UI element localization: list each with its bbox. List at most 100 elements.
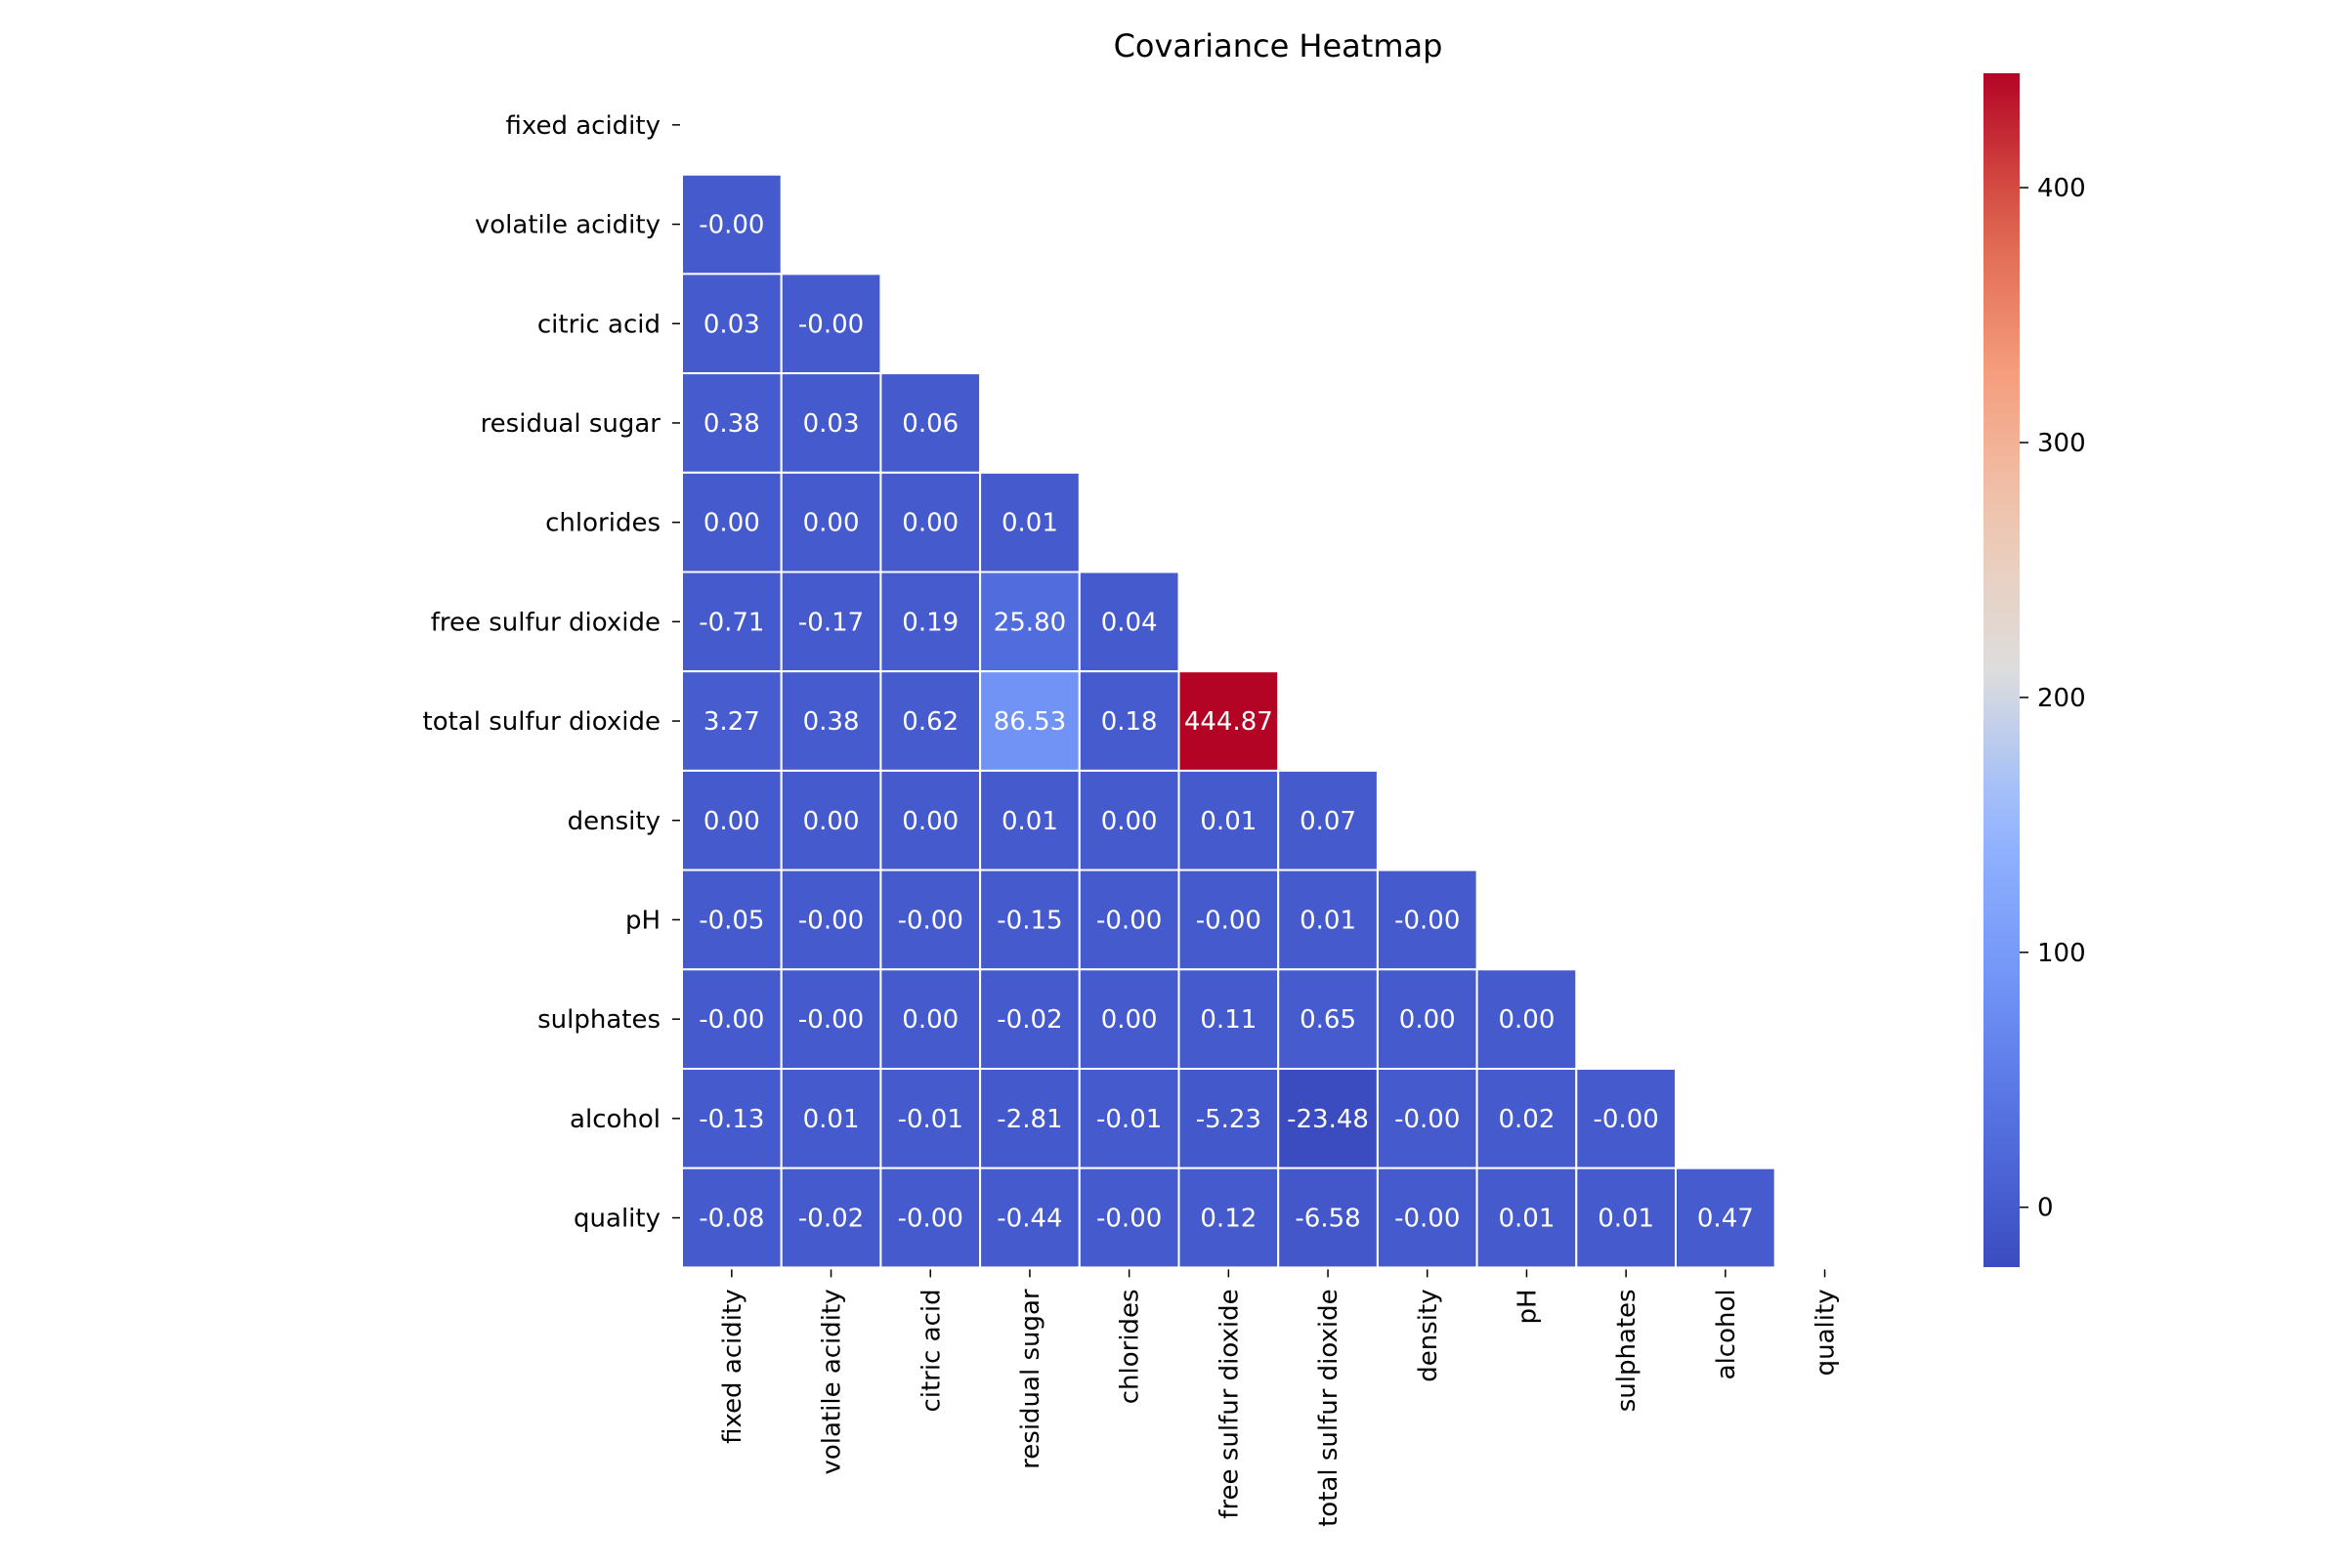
heatmap-cell bbox=[1675, 1166, 1776, 1269]
heatmap-cell bbox=[979, 1166, 1081, 1269]
cell-value-label: 0.03 bbox=[704, 310, 760, 339]
heatmap-cell bbox=[681, 769, 783, 871]
cell-value-label: -0.00 bbox=[699, 211, 764, 240]
cell-value-label: -0.00 bbox=[1196, 906, 1261, 935]
cell-value-label: -0.00 bbox=[798, 310, 864, 339]
x-tick-label: total sulfur dioxide bbox=[1314, 1289, 1343, 1527]
x-tick-label: density bbox=[1414, 1289, 1443, 1381]
cell-value-label: 0.65 bbox=[1300, 1005, 1356, 1035]
cell-value-label: 0.00 bbox=[704, 807, 760, 836]
cell-value-label: -0.00 bbox=[1096, 906, 1162, 935]
heatmap-cell bbox=[1177, 968, 1280, 1070]
y-tick-label: total sulfur dioxide bbox=[423, 707, 661, 737]
x-tick-label: alcohol bbox=[1712, 1289, 1741, 1379]
heatmap-cell bbox=[1575, 1068, 1678, 1169]
x-tick-label: chlorides bbox=[1116, 1289, 1145, 1404]
cell-value-label: -0.00 bbox=[1096, 1205, 1162, 1234]
heatmap-cell bbox=[780, 571, 882, 673]
heatmap-cell bbox=[681, 1068, 783, 1169]
heatmap-cell bbox=[879, 670, 982, 772]
colorbar-tick-label: 0 bbox=[2037, 1194, 2054, 1223]
cell-value-label: 0.01 bbox=[1002, 807, 1058, 836]
heatmap-cells: -0.00 0.03 -0.00 0.38 0.03 0.06 0.00 0.00 0.00 0.… bbox=[681, 173, 1776, 1269]
heatmap-cell bbox=[780, 273, 882, 375]
cell-value-label: 0.38 bbox=[803, 707, 860, 737]
y-axis-tick-labels: fixed acidity volatile acidity citric acid… bbox=[423, 111, 680, 1234]
heatmap-cell bbox=[979, 1068, 1081, 1169]
cell-value-label: -0.00 bbox=[1594, 1105, 1659, 1134]
y-tick-label: alcohol bbox=[570, 1105, 661, 1134]
cell-value-label: -0.02 bbox=[798, 1205, 864, 1234]
y-tick-label: quality bbox=[574, 1205, 661, 1234]
heatmap-cell bbox=[1078, 1166, 1180, 1269]
cell-value-label: 0.19 bbox=[902, 608, 959, 637]
heatmap-cell bbox=[780, 670, 882, 772]
cell-value-label: 0.11 bbox=[1200, 1005, 1257, 1035]
cell-value-label: -0.13 bbox=[699, 1105, 764, 1134]
heatmap-cell bbox=[1078, 670, 1180, 772]
cell-value-label: -0.15 bbox=[997, 906, 1062, 935]
heatmap-cell bbox=[979, 571, 1081, 673]
cell-value-label: 0.00 bbox=[1101, 1005, 1158, 1035]
cell-value-label: 0.04 bbox=[1101, 608, 1158, 637]
heatmap-cell bbox=[979, 968, 1081, 1070]
heatmap-cell bbox=[1475, 1068, 1578, 1169]
cell-value-label: 0.01 bbox=[1598, 1205, 1654, 1234]
cell-value-label: -0.00 bbox=[798, 906, 864, 935]
heatmap-cell bbox=[681, 968, 783, 1070]
heatmap-cell bbox=[979, 471, 1081, 573]
x-tick-label: sulphates bbox=[1612, 1289, 1642, 1412]
cell-value-label: -2.81 bbox=[997, 1105, 1062, 1134]
heatmap-cell bbox=[879, 1068, 982, 1169]
heatmap-cell bbox=[1177, 769, 1280, 871]
cell-value-label: -0.01 bbox=[1096, 1105, 1162, 1134]
cell-value-label: -0.00 bbox=[1394, 1205, 1460, 1234]
cell-value-label: 0.18 bbox=[1101, 707, 1158, 737]
cell-value-label: -0.00 bbox=[1394, 906, 1460, 935]
cell-value-label: 0.01 bbox=[803, 1105, 860, 1134]
cell-value-label: -6.58 bbox=[1295, 1205, 1360, 1234]
heatmap-cell bbox=[1078, 1068, 1180, 1169]
cell-value-label: 0.62 bbox=[902, 707, 959, 737]
colorbar-tick-label: 400 bbox=[2037, 174, 2086, 203]
cell-value-label: 25.80 bbox=[994, 608, 1066, 637]
heatmap-cell bbox=[879, 968, 982, 1070]
cell-value-label: 0.06 bbox=[902, 409, 959, 439]
cell-value-label: 86.53 bbox=[994, 707, 1066, 737]
cell-value-label: -0.71 bbox=[699, 608, 764, 637]
cell-value-label: 0.00 bbox=[1101, 807, 1158, 836]
heatmap-cell bbox=[879, 869, 982, 971]
heatmap-cell bbox=[879, 372, 982, 474]
cell-value-label: 0.38 bbox=[704, 409, 760, 439]
cell-value-label: 0.03 bbox=[803, 409, 860, 439]
heatmap-cell bbox=[681, 273, 783, 375]
heatmap-cell bbox=[1177, 1166, 1280, 1269]
colorbar-ticks: 0 100 200 300 400 bbox=[2020, 174, 2086, 1223]
x-axis-tick-labels: fixed acidity volatile acidity citric acid… bbox=[718, 1269, 1841, 1527]
colorbar-tick-label: 300 bbox=[2037, 429, 2086, 458]
cell-value-label: 0.07 bbox=[1300, 807, 1356, 836]
chart-title: Covariance Heatmap bbox=[1114, 27, 1443, 64]
cell-value-label: 0.01 bbox=[1200, 807, 1257, 836]
heatmap-cell bbox=[780, 769, 882, 871]
cell-value-label: -0.17 bbox=[798, 608, 864, 637]
cell-value-label: 0.01 bbox=[1300, 906, 1356, 935]
cell-value-label: 0.00 bbox=[803, 807, 860, 836]
y-tick-label: residual sugar bbox=[481, 409, 661, 439]
heatmap-cell bbox=[681, 1166, 783, 1269]
cell-value-label: -0.00 bbox=[1394, 1105, 1460, 1134]
cell-value-label: 444.87 bbox=[1184, 707, 1273, 737]
cell-value-label: 0.00 bbox=[902, 509, 959, 538]
heatmap-cell bbox=[681, 869, 783, 971]
cell-value-label: 0.47 bbox=[1697, 1205, 1754, 1234]
x-tick-label: citric acid bbox=[917, 1289, 946, 1412]
cell-value-label: 0.01 bbox=[1002, 509, 1058, 538]
heatmap-cell bbox=[1177, 670, 1280, 772]
cell-value-label: -0.08 bbox=[699, 1205, 764, 1234]
cell-value-label: -0.44 bbox=[997, 1205, 1062, 1234]
colorbar-tick-label: 200 bbox=[2037, 684, 2086, 713]
colorbar-tick-label: 100 bbox=[2037, 939, 2086, 968]
heatmap-cell bbox=[780, 471, 882, 573]
